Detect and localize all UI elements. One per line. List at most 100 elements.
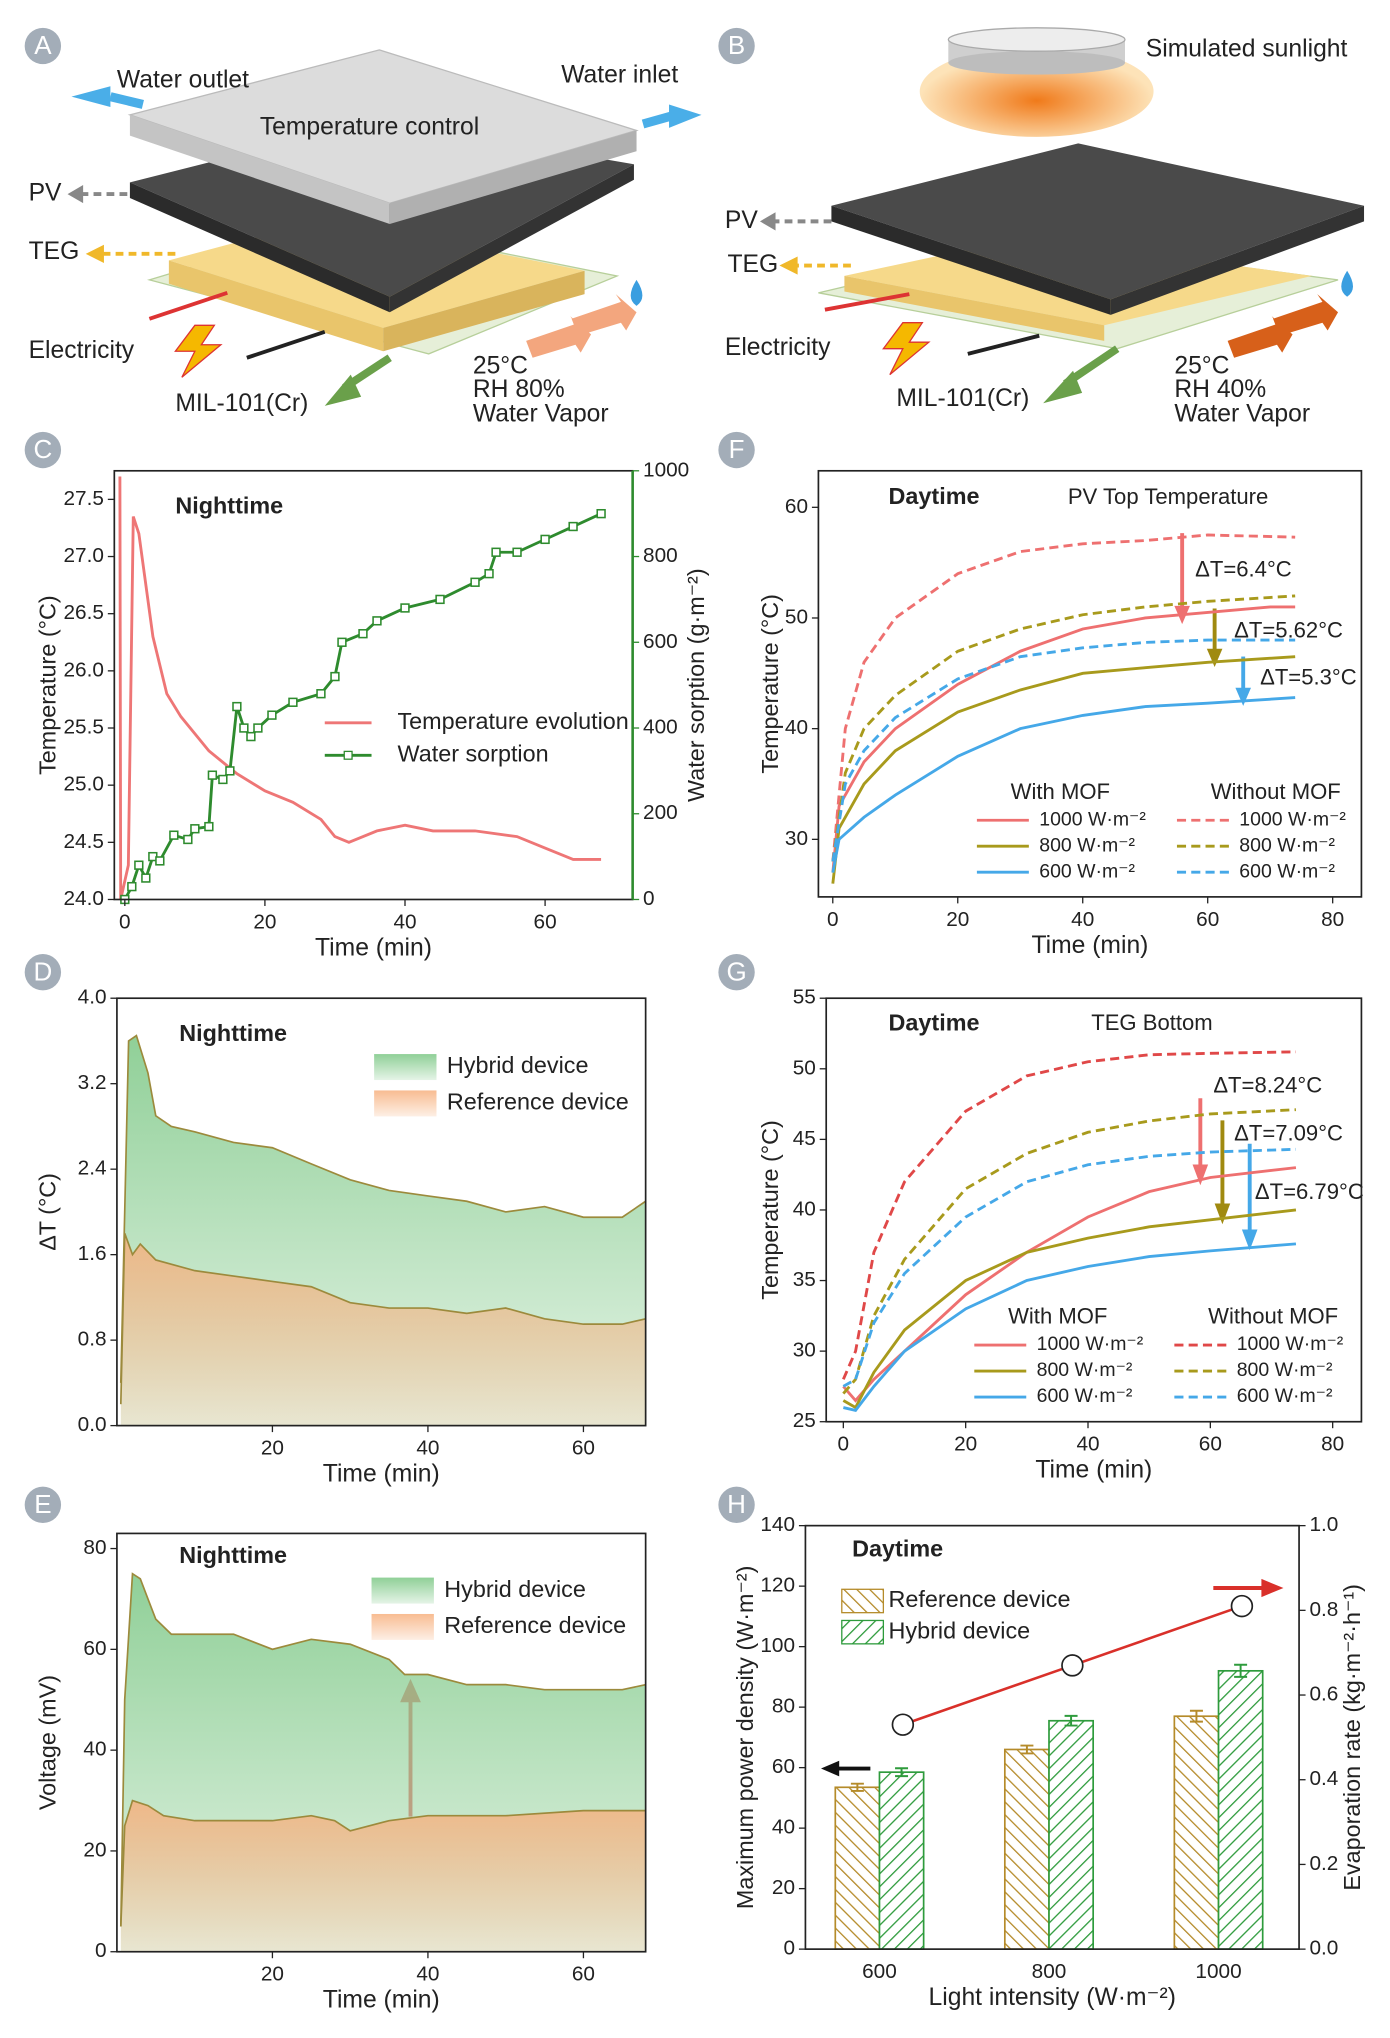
- wire: [824, 292, 910, 312]
- series-line: [842, 1050, 1296, 1380]
- x-tick-label: 600: [862, 1960, 897, 1983]
- legend-swatch: [841, 1619, 885, 1645]
- plate-side: [389, 130, 637, 224]
- wire: [246, 329, 326, 360]
- area-edge: [119, 1799, 646, 1927]
- diagram-label: TEG: [727, 251, 778, 278]
- area-fill: [120, 1800, 646, 1952]
- legend-label: 1000 W·m⁻²: [1239, 808, 1346, 830]
- legend-swatch: [371, 1577, 434, 1604]
- arrow: [67, 185, 84, 204]
- bar: [1173, 1715, 1220, 1950]
- y-tick-label: 4.0: [78, 986, 107, 1009]
- point-marker: [267, 710, 277, 720]
- vapor-arrow: [1227, 316, 1293, 358]
- panel-label: H: [727, 1489, 746, 1519]
- y-tick-label: 35: [793, 1268, 816, 1291]
- x-tick-label: 40: [1076, 1433, 1099, 1456]
- legend-group: With MOF: [1008, 1304, 1107, 1329]
- arrow: [1241, 1229, 1258, 1251]
- panel-label: F: [729, 434, 745, 464]
- legend-swatch: [343, 750, 353, 760]
- point-marker: [1061, 1654, 1084, 1677]
- point-marker: [372, 616, 382, 626]
- wire: [148, 290, 228, 321]
- arrow: [1043, 370, 1083, 404]
- diagram-label: Water Vapor: [1174, 400, 1310, 427]
- error-bar: [895, 1767, 909, 1778]
- point-marker: [540, 534, 550, 545]
- legend-label: 600 W·m⁻²: [1037, 1385, 1133, 1407]
- vapor-arrow: [526, 316, 592, 358]
- y2-tick-label: 400: [643, 715, 678, 738]
- y-tick-label: 0: [95, 1939, 107, 1962]
- x-tick-label: 1000: [1195, 1960, 1241, 1983]
- x-tick-label: 60: [1199, 1433, 1222, 1456]
- legend-label: 1000 W·m⁻²: [1039, 808, 1146, 830]
- y-tick-label: 80: [772, 1695, 795, 1718]
- y2-tick-label: 0.0: [1309, 1937, 1338, 1960]
- diagram-label: MIL-101(Cr): [175, 390, 308, 417]
- panel-badge: [24, 27, 62, 65]
- point-marker: [155, 856, 165, 866]
- annotation: Nighttime: [179, 1020, 287, 1046]
- y2-tick-label: 600: [643, 630, 678, 653]
- area-edge: [119, 1572, 646, 1927]
- point-marker: [218, 774, 228, 785]
- panel-label: D: [33, 956, 52, 986]
- y-tick-label: 40: [785, 716, 808, 739]
- x-axis-label: Time (min): [1035, 1457, 1152, 1484]
- bar: [834, 1786, 881, 1950]
- y-tick-label: 40: [83, 1738, 106, 1761]
- y-tick-label: 0.0: [78, 1413, 107, 1436]
- x-tick-label: 20: [946, 908, 969, 931]
- legend-label: Reference device: [447, 1089, 629, 1115]
- annotation: Daytime: [889, 1009, 980, 1035]
- y-tick-label: 25.5: [64, 715, 104, 738]
- legend-label: Hybrid device: [447, 1052, 589, 1078]
- point-marker: [127, 881, 137, 892]
- pv-panel: [831, 143, 1365, 300]
- pv-side: [389, 164, 634, 313]
- y-tick-label: 20: [83, 1838, 106, 1861]
- arrow: [779, 256, 798, 275]
- y-tick-label: 25.0: [64, 773, 104, 796]
- x-axis-label: Time (min): [315, 934, 432, 961]
- x-tick-label: 0: [838, 1433, 850, 1456]
- arrow: [669, 104, 702, 128]
- y-tick-label: 1.6: [78, 1242, 107, 1265]
- panel-badge: [24, 431, 62, 469]
- panel-label: G: [726, 956, 746, 986]
- vapor-arrow: [571, 294, 637, 336]
- y2-tick-label: 0.2: [1309, 1852, 1338, 1875]
- annotation: ΔT=5.3°C: [1260, 664, 1357, 689]
- legend-swatch: [841, 1588, 885, 1614]
- bolt-icon: [882, 322, 931, 376]
- point-marker: [225, 766, 235, 776]
- y2-tick-label: 0.6: [1309, 1683, 1338, 1706]
- legend-label: Reference device: [889, 1586, 1071, 1612]
- error-bar: [1064, 1714, 1078, 1727]
- x-tick-label: 60: [1196, 908, 1219, 931]
- x-tick-label: 40: [393, 910, 416, 933]
- arrow: [759, 212, 776, 231]
- y-tick-label: 20: [772, 1876, 795, 1899]
- y2-tick-label: 0.4: [1309, 1767, 1338, 1790]
- point-marker: [568, 521, 578, 532]
- legend-swatch: [371, 1613, 434, 1640]
- y-tick-label: 60: [83, 1637, 106, 1660]
- y-tick-label: 40: [772, 1816, 795, 1839]
- point-marker: [596, 508, 606, 519]
- diagram-label: Electricity: [29, 337, 135, 364]
- y-axis-label: Maximum power density (W·m⁻²): [732, 1566, 758, 1910]
- series-line: [842, 1147, 1296, 1388]
- legend-group: Without MOF: [1208, 1304, 1338, 1329]
- diagram-label: PV: [29, 180, 62, 207]
- legend-label: 800 W·m⁻²: [1039, 834, 1135, 856]
- point-marker: [190, 824, 200, 834]
- annotation: Daytime: [852, 1535, 943, 1561]
- x-tick-label: 20: [954, 1433, 977, 1456]
- y-tick-label: 100: [760, 1634, 795, 1657]
- diagram-label: Water inlet: [561, 61, 678, 88]
